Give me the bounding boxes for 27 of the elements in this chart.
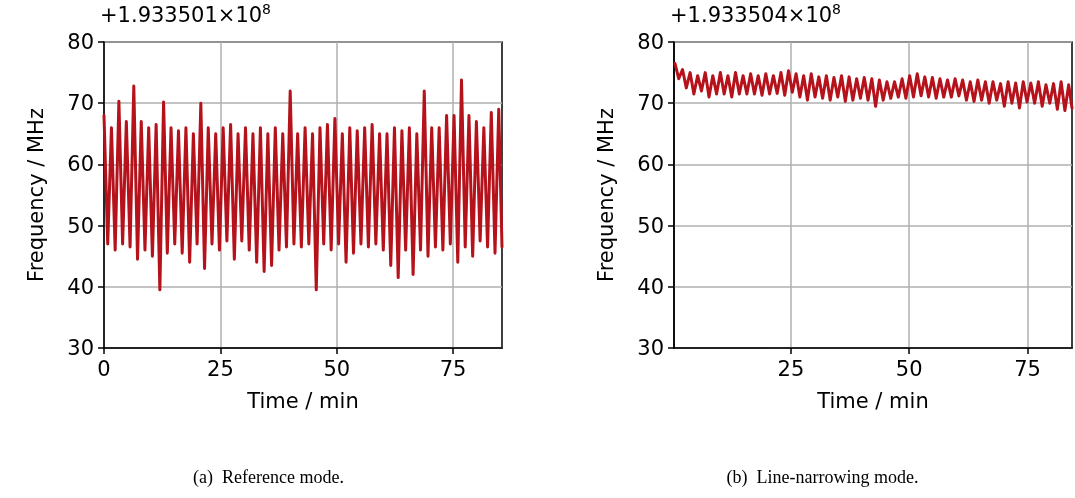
x-axis-title: Time / min (246, 388, 359, 413)
y-tick-label: 70 (67, 91, 94, 116)
y-tick-label: 40 (637, 274, 664, 299)
y-axis-title: Frequency / MHz (593, 108, 618, 282)
y-tick-label: 30 (637, 336, 664, 360)
text: (b) Line-narrowing mode. (726, 467, 919, 488)
x-tick-label: 25 (777, 356, 805, 381)
x-tick-label: 50 (323, 356, 351, 381)
x-tick-label: 50 (895, 356, 923, 381)
y-tick-label: 50 (637, 213, 664, 238)
y-tick-label: 80 (67, 30, 94, 54)
x-tick-label: 0 (97, 356, 111, 381)
y-tick-label: 70 (637, 91, 664, 116)
y-axis-title: Frequency / MHz (23, 108, 48, 282)
line-series (673, 61, 1074, 113)
x-tick-label: 75 (439, 356, 467, 381)
y-tick-label: 60 (67, 152, 94, 177)
x-tick-label: 75 (1014, 356, 1041, 381)
y-tick-label: 50 (67, 213, 94, 238)
y-tick-label: 60 (637, 152, 664, 177)
text: (a) Reference mode. (193, 467, 344, 488)
y-tick-label: 30 (67, 336, 94, 360)
line-series (102, 78, 504, 292)
y-tick-label: 80 (637, 30, 664, 54)
y-tick-label: 40 (67, 274, 94, 299)
x-tick-label: 25 (207, 356, 234, 381)
x-axis-title: Time / min (816, 388, 929, 413)
